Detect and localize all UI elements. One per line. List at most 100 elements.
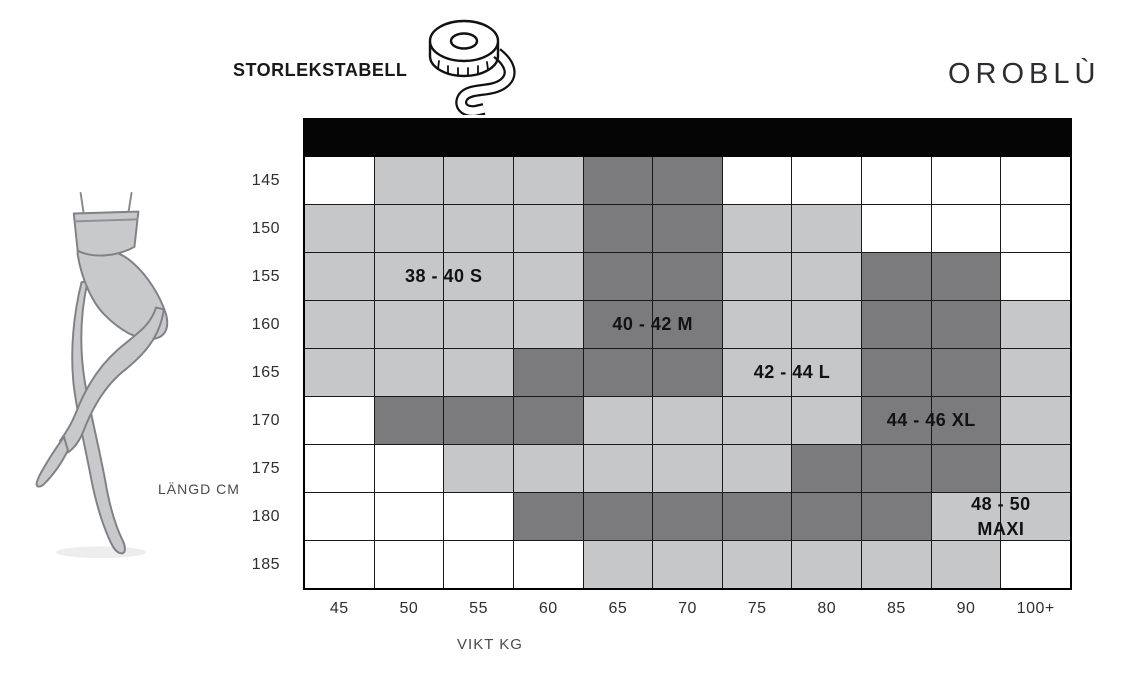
x-tick: 75 [747,600,767,617]
grid-cell [862,253,931,300]
legs-illustration [35,192,169,559]
grid-cell [444,253,513,300]
grid-cell [1001,493,1070,540]
grid-cell [1001,397,1070,444]
grid-cell [513,157,583,204]
grid-cell [583,541,653,588]
grid-cell [722,301,792,348]
floor-reflection [56,546,147,559]
grid-cell [862,445,931,492]
brand-logo: OROBLÙ [948,58,1101,90]
grid-cell [653,445,722,492]
grid-cell [792,205,862,252]
grid-cell [792,301,862,348]
y-tick: 175 [251,459,280,477]
grid-cell [722,493,792,540]
y-tick: 150 [251,219,280,237]
grid-cell [305,445,374,492]
grid-cell [653,493,722,540]
grid-cell [1001,541,1070,588]
x-axis-label: VIKT KG [457,636,523,653]
grid-cell [305,397,374,444]
grid-cell [583,205,653,252]
grid-cell [583,397,653,444]
grid-cell [305,253,374,300]
grid-cell [653,349,722,396]
grid-cell [444,301,513,348]
grid-cell [931,157,1001,204]
grid-cell [862,541,931,588]
grid-cell [444,349,513,396]
grid-cell [374,349,444,396]
grid-cell [792,445,862,492]
grid-cell [374,445,444,492]
grid-cell [305,205,374,252]
grid-cell [444,493,513,540]
grid-cell [513,301,583,348]
y-tick: 160 [251,315,280,333]
grid-cell [1001,301,1070,348]
grid-cell [722,205,792,252]
grid-cell [374,157,444,204]
grid-cell [862,397,931,444]
grid-cell [583,301,653,348]
grid-cell [931,397,1001,444]
x-tick: 85 [887,600,906,617]
grid-cell [305,349,374,396]
grid-cell [653,253,722,300]
grid-cell [792,157,862,204]
grid-cell [1001,205,1070,252]
grid-cell [653,205,722,252]
grid-cell [513,445,583,492]
grid-cell [583,349,653,396]
grid-cell [722,397,792,444]
grid-cell [931,301,1001,348]
grid-cell [305,541,374,588]
grid-cell [583,253,653,300]
grid-cell [513,253,583,300]
grid-cell [722,349,792,396]
grid-cell [792,541,862,588]
grid-cell [722,445,792,492]
grid-cell [513,541,583,588]
grid-cell [305,301,374,348]
grid-cell [305,157,374,204]
x-tick: 45 [329,600,349,617]
page-title: STORLEKSTABELL [233,60,408,80]
grid-cell [374,541,444,588]
grid-cell [305,493,374,540]
x-tick: 50 [399,600,419,617]
grid-cell [444,445,513,492]
grid-cell [862,205,931,252]
size-grid [303,157,1072,590]
grid-cell [513,349,583,396]
grid-cell [931,205,1001,252]
grid-cell [931,253,1001,300]
grid-cell [444,541,513,588]
grid-cell [722,157,792,204]
tape-measure-icon [428,19,516,115]
grid-cell [444,205,513,252]
x-tick: 55 [469,600,488,617]
grid-cell [583,157,653,204]
grid-cell [374,301,444,348]
grid-cell [653,301,722,348]
grid-cell [513,397,583,444]
grid-cell [862,301,931,348]
grid-cell [931,349,1001,396]
grid-cell [374,397,444,444]
x-tick: 60 [538,600,558,617]
grid-cell [792,397,862,444]
grid-cell [722,541,792,588]
x-tick: 80 [817,600,837,617]
grid-cell [444,397,513,444]
grid-cell [1001,157,1070,204]
grid-cell [792,349,862,396]
grid-cell [653,541,722,588]
x-tick: 90 [956,600,976,617]
x-tick: 100+ [1016,600,1055,617]
table-header-bar [303,118,1072,157]
y-axis-label: LÄNGD CM [158,481,240,497]
x-tick: 70 [678,600,697,617]
